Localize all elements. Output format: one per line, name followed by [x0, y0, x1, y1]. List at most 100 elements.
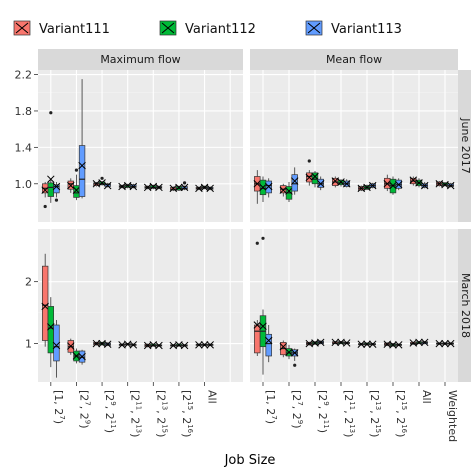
mean-marker	[383, 180, 392, 188]
tick-base: 2	[264, 408, 277, 415]
tick-exponent: 15	[374, 424, 382, 433]
x-tick-label: [213, 215)	[154, 390, 168, 437]
tick-bracket: [	[316, 390, 329, 394]
mean-marker	[357, 184, 366, 193]
outlier-point	[49, 111, 53, 115]
x-tick-label: [27, 29)	[77, 390, 91, 429]
box-variant113	[368, 181, 377, 190]
mean-marker	[253, 321, 262, 329]
tick-base: 2	[316, 413, 329, 420]
mean-marker	[41, 302, 49, 311]
tick-base: 2	[103, 394, 116, 401]
tick-exponent: 11	[109, 420, 117, 429]
tick-bracket: )	[103, 429, 116, 433]
column-strip	[38, 49, 243, 70]
mean-marker	[394, 341, 403, 349]
y-tick-label: 2.2	[15, 69, 33, 82]
box-variant112	[259, 236, 267, 375]
mean-marker	[41, 186, 49, 194]
mean-marker	[103, 181, 112, 190]
box-body	[47, 182, 54, 197]
mean-marker	[169, 341, 178, 350]
axes: 1.01.41.82.212[1, 27)[27, 29)[29, 211)[2…	[15, 69, 460, 443]
box-variant111	[41, 253, 49, 347]
tick-exponent: 13	[160, 401, 168, 410]
mean-marker	[195, 341, 203, 349]
panel-1-1	[250, 229, 458, 382]
legend-label: Variant111	[39, 22, 110, 37]
tick-base: 2	[290, 413, 303, 420]
tick-base: 2	[180, 394, 193, 401]
box-variant113	[78, 79, 86, 199]
tick-bracket: )	[290, 424, 303, 428]
box-variant111	[331, 338, 340, 347]
y-tick-label: 1.4	[15, 141, 33, 154]
box-variant113	[180, 341, 189, 350]
tick-base: 2	[129, 417, 142, 424]
mean-marker	[420, 338, 429, 347]
mean-marker	[394, 180, 403, 189]
outlier-point	[307, 159, 311, 163]
tick-bracket: [	[290, 390, 303, 394]
mean-marker	[441, 339, 449, 348]
tick-separator: ,	[103, 406, 116, 413]
box-variant111	[253, 170, 262, 204]
tick-separator: ,	[77, 406, 90, 413]
tick-exponent: 16	[186, 424, 194, 433]
legend-item-variant113: Variant113	[305, 20, 402, 37]
tick-exponent: 11	[135, 401, 143, 410]
tick-bracket: [	[180, 390, 193, 394]
box-variant113	[290, 348, 299, 367]
box-variant112	[72, 348, 81, 364]
mean-marker	[264, 182, 273, 191]
tick-exponent: 11	[348, 401, 356, 410]
tick-bracket: )	[316, 429, 329, 433]
mean-marker	[446, 339, 455, 348]
box-variant113	[264, 325, 273, 363]
tick-separator: ,	[394, 410, 407, 417]
mean-marker	[446, 181, 455, 190]
x-tick-label: [215, 216)	[394, 390, 408, 437]
mean-marker	[143, 341, 152, 350]
mean-marker	[129, 341, 138, 349]
mean-marker	[409, 339, 418, 347]
mean-marker	[363, 183, 371, 192]
x-tick-label: [27, 29)	[290, 390, 304, 429]
tick-base: 2	[290, 394, 303, 401]
tick-exponent: 16	[400, 424, 408, 433]
box-variant113	[103, 340, 112, 348]
box-body	[47, 306, 54, 354]
tick-exponent: 13	[374, 401, 382, 410]
mean-marker	[47, 323, 55, 331]
mean-marker	[195, 184, 203, 193]
tick-exponent: 7	[296, 401, 304, 405]
box-variant113	[342, 179, 351, 188]
outlier-point	[43, 204, 47, 209]
outlier-point	[261, 236, 265, 240]
mean-marker	[305, 339, 314, 348]
facet-strips: Maximum flow Mean flow June 2017 March 2018	[38, 49, 471, 382]
box-variant112	[98, 339, 106, 348]
legend: Variant111 Variant112 Variant113	[13, 20, 402, 37]
tick-exponent: 13	[135, 424, 143, 433]
mean-marker	[180, 341, 189, 350]
tick-bracket: )	[394, 433, 407, 437]
x-tick-labels-col-0: [1, 27)[27, 29)[29, 211)[211, 213)[213, …	[52, 390, 219, 437]
x-tick-label: [29, 211)	[103, 390, 117, 433]
box-variant111	[305, 159, 314, 186]
tick-separator: ,	[180, 410, 193, 417]
mean-marker	[72, 186, 81, 194]
box-variant111	[305, 339, 314, 348]
box-variant113	[129, 182, 138, 191]
y-tick-label: 2	[25, 276, 32, 289]
tick-exponent: 13	[348, 424, 356, 433]
mean-marker	[342, 180, 351, 188]
mean-marker	[316, 180, 325, 188]
box-variant112	[415, 338, 423, 347]
row-strip	[458, 70, 471, 222]
x-tick-label: [1, 27)	[264, 390, 278, 424]
mean-marker	[169, 184, 178, 193]
mean-marker	[103, 340, 112, 348]
mean-marker	[78, 161, 86, 170]
tick-separator: ,	[52, 401, 65, 408]
